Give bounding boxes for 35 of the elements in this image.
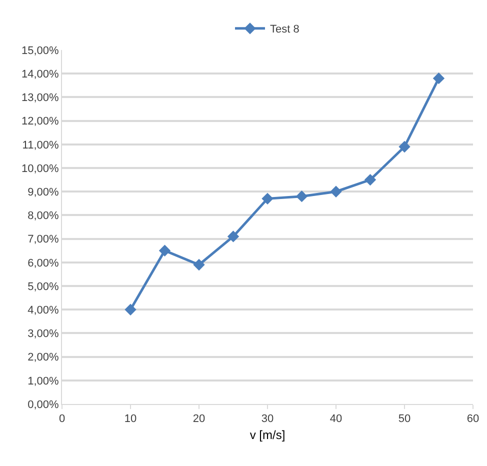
y-tick-label: 8,00% <box>28 210 60 222</box>
x-tick-label: 10 <box>124 413 137 426</box>
y-tick-label: 11,00% <box>22 139 60 152</box>
y-tick-label: 6,00% <box>28 257 60 270</box>
x-tick-label: 60 <box>466 413 480 426</box>
y-tick-label: 2,00% <box>28 352 60 364</box>
point <box>364 174 376 186</box>
point <box>330 186 342 198</box>
point <box>262 192 274 205</box>
x-tick-label: 0 <box>58 413 66 426</box>
y-tick-label: 9,00% <box>28 186 60 198</box>
point <box>398 140 410 153</box>
x-tick-label: 30 <box>261 413 274 426</box>
point <box>158 244 171 256</box>
y-tick-label: 13,00% <box>21 92 60 104</box>
point <box>193 258 205 271</box>
y-tick-label: 7,00% <box>28 234 60 246</box>
x-tick-label: 20 <box>192 413 206 426</box>
y-tick-label: 5,00% <box>28 280 60 293</box>
y-tick-label: 15,00% <box>21 44 60 57</box>
point <box>296 190 308 202</box>
y-tick-label: 10,00% <box>21 162 60 175</box>
y-tick-label: 0,00% <box>28 398 60 411</box>
x-tick-label: 50 <box>398 413 411 426</box>
point <box>432 72 445 84</box>
x-axis-title: v [m/s] <box>250 428 286 442</box>
y-tick-label: 14,00% <box>21 68 60 80</box>
point <box>227 230 240 242</box>
y-tick-label: 3,00% <box>28 328 60 340</box>
x-tick-label: 40 <box>330 413 342 426</box>
y-tick-label: 12,00% <box>21 116 60 128</box>
y-tick-label: 1,00% <box>28 375 60 388</box>
y-tick-label: 4,00% <box>28 304 60 316</box>
legend-label: Test 8 <box>270 24 300 36</box>
point <box>124 304 136 316</box>
